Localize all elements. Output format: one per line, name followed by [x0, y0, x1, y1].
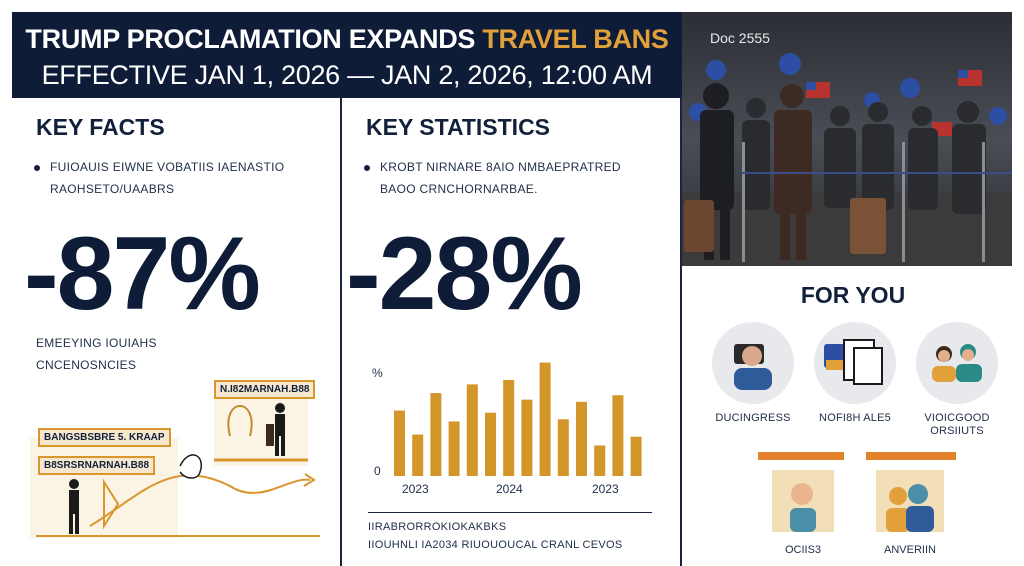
column-divider-2 — [680, 98, 682, 566]
key-facts-caption-line-1: EMEEYING IOUIAHS — [36, 336, 157, 350]
key-statistics-bullet-line-1: KROBT NIRNARE 8AIO NMBAEPRATRED — [380, 160, 621, 174]
chart-bar-3 — [448, 421, 460, 476]
illustration-tag-1: N.I82MARNAH.B88 — [214, 380, 316, 399]
chart-x-tick-1: 2024 — [496, 482, 523, 496]
headline-line-1: TRUMP PROCLAMATION EXPANDS TRAVEL BANS — [12, 24, 682, 55]
key-facts-big-number: -87% — [24, 216, 261, 332]
key-facts-bullet: FUIOAUIS EIWNE VOBATIIS IAENASTIO RAOHSE… — [34, 156, 324, 200]
chart-bar-9 — [557, 419, 569, 476]
stats-footer-rule — [368, 512, 652, 513]
bullet-dot-icon — [34, 164, 40, 171]
column-divider-1 — [340, 98, 342, 566]
group-portrait-icon — [876, 470, 944, 532]
chart-bar-1 — [412, 434, 424, 476]
chart-y-label: % — [372, 366, 383, 380]
chart-bar-4 — [466, 384, 478, 476]
key-facts-caption-line-2: CNCENOSNCIES — [36, 358, 137, 372]
documents-icon — [824, 339, 883, 385]
for-you-item-3-label: VIOICGOOD ORSIIUTS — [924, 412, 990, 437]
chart-bar-11 — [594, 445, 606, 476]
business-person-icon — [734, 344, 772, 390]
family-icon — [932, 344, 982, 382]
chart-bar-13 — [630, 436, 642, 476]
key-statistics-title: KEY STATISTICS — [366, 114, 551, 140]
headline-prefix: TRUMP PROCLAMATION EXPANDS — [25, 24, 483, 54]
illustration-tag-3: B8SRSRNARNAH.B88 — [38, 456, 156, 475]
key-statistics-footer-line-2: IIOUHNLI IA2034 RIUOUOUCAL CRANL CEVOS — [368, 539, 623, 551]
chart-bar-6 — [503, 380, 515, 476]
thumb-card-2[interactable] — [876, 470, 944, 532]
for-you-item-1-label: DUCINGRESS — [715, 412, 791, 424]
thumb-card-2-label: ANVERIIN — [884, 544, 936, 556]
chart-bar-5 — [485, 412, 496, 476]
thumb-accent-bar-2 — [866, 452, 956, 460]
for-you-item-3[interactable] — [916, 322, 998, 404]
key-statistics-big-number: -28% — [346, 216, 583, 332]
for-you-item-1[interactable] — [712, 322, 794, 404]
chart-bar-2 — [430, 393, 442, 476]
crowd-illustration — [682, 12, 1012, 266]
chart-bar-0 — [394, 410, 405, 476]
key-facts-bullet-line-1: FUIOAUIS EIWNE VOBATIIS IAENASTIO — [50, 160, 285, 174]
for-you-title: FOR YOU — [800, 282, 906, 308]
headline-banner: TRUMP PROCLAMATION EXPANDS TRAVEL BANS E… — [12, 12, 682, 98]
key-facts-bullet-line-2: RAOHSETO/UAABRS — [50, 182, 175, 196]
chart-bar-7 — [521, 399, 533, 476]
key-statistics-bullet: KROBT NIRNARE 8AIO NMBAEPRATRED BAOO CRN… — [364, 156, 664, 200]
for-you-item-2[interactable] — [814, 322, 896, 404]
headline-highlight: TRAVEL BANS — [482, 24, 669, 54]
document-label: Doc 2555 — [710, 30, 770, 46]
traveler-icon — [69, 403, 285, 534]
crowd-photo: Doc 2555 — [682, 12, 1012, 266]
key-statistics-bullet-line-2: BAOO CRNCHORNARBAE. — [380, 182, 538, 196]
key-facts-title: KEY FACTS — [36, 114, 165, 140]
chart-x-tick-2: 2023 — [592, 482, 619, 496]
for-you-item-2-label: NOFI8H ALE5 — [819, 412, 891, 424]
person-portrait-icon — [772, 470, 834, 532]
chart-bar-12 — [612, 395, 624, 476]
thumb-card-1[interactable] — [772, 470, 834, 532]
chart-bar-10 — [576, 401, 587, 476]
headline-line-2: EFFECTIVE JAN 1, 2026 — JAN 2, 2026, 12:… — [41, 60, 653, 90]
for-you-panel — [682, 266, 1024, 566]
chart-y-tick-0: 0 — [374, 464, 381, 478]
chart-bar-8 — [539, 362, 551, 476]
key-statistics-footer-line-1: IIRABRORROKIOKAKBKS — [368, 521, 507, 533]
illustration-tag-2: BANGSBSBRE 5. KRAAP — [38, 428, 171, 447]
bar-chart — [394, 362, 642, 476]
thumb-accent-bar-1 — [758, 452, 844, 460]
key-statistics-footer: IIRABRORROKIOKAKBKS IIOUHNLI IA2034 RIUO… — [368, 518, 668, 554]
thumb-card-1-label: OCIIS3 — [784, 544, 822, 556]
chart-x-tick-0: 2023 — [402, 482, 429, 496]
key-facts-caption: EMEEYING IOUIAHS CNCENOSNCIES — [36, 332, 316, 376]
bullet-dot-icon — [364, 164, 370, 171]
